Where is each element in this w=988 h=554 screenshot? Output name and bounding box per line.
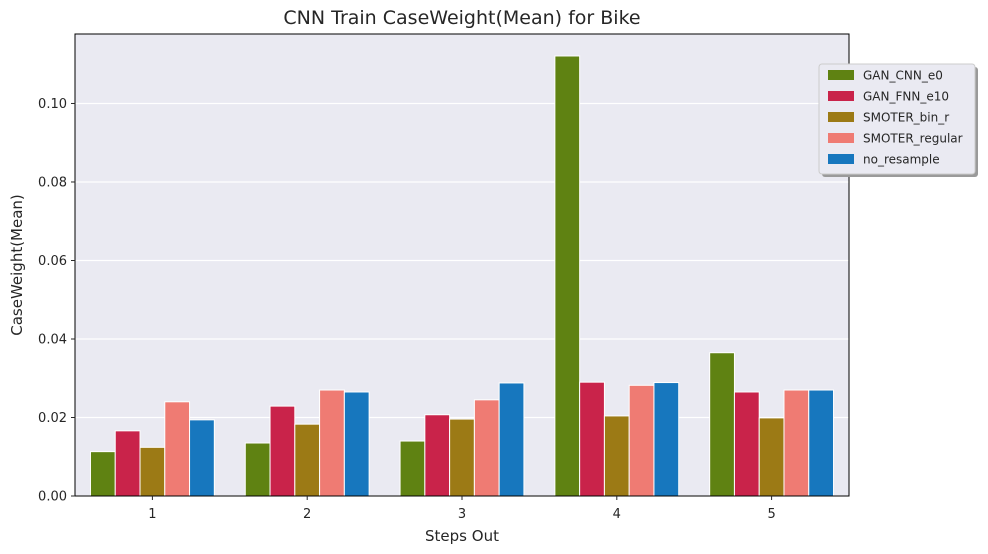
x-tick-label: 4 <box>613 507 621 522</box>
x-tick-label: 5 <box>767 507 775 522</box>
y-tick-label: 0.10 <box>38 97 67 112</box>
bar-no_resample-3 <box>498 382 525 497</box>
bar-GAN_CNN_e0-4 <box>554 55 581 497</box>
bar-GAN_FNN_e10-5 <box>733 391 760 497</box>
bar-GAN_CNN_e0-5 <box>709 352 735 497</box>
x-tick-label: 2 <box>303 507 311 522</box>
legend-label-no_resample: no_resample <box>863 153 940 167</box>
legend-swatch-SMOTER_regular <box>828 133 854 143</box>
legend-label-SMOTER_regular: SMOTER_regular <box>863 132 963 146</box>
y-tick-label: 0.06 <box>38 254 67 269</box>
legend-swatch-GAN_FNN_e10 <box>828 91 854 101</box>
y-tick-label: 0.00 <box>38 490 67 505</box>
bar-SMOTER_bin_r-4 <box>603 415 630 497</box>
bars <box>89 55 835 497</box>
bar-SMOTER_bin_r-3 <box>449 418 475 497</box>
bar-GAN_FNN_e10-3 <box>424 414 451 497</box>
bar-SMOTER_bin_r-1 <box>139 446 166 497</box>
bar-GAN_CNN_e0-2 <box>244 442 271 497</box>
y-axis-ticks: 0.00 0.02 0.04 0.06 0.08 0.10 <box>38 97 75 505</box>
bar-SMOTER_regular-5 <box>783 389 810 497</box>
y-axis-title: CaseWeight(Mean) <box>8 194 26 336</box>
y-tick-label: 0.02 <box>38 411 67 426</box>
bar-no_resample-4 <box>653 382 680 497</box>
bar-no_resample-1 <box>189 419 215 497</box>
legend-swatch-no_resample <box>828 154 854 164</box>
x-axis-ticks: 1 2 3 4 5 <box>148 496 776 522</box>
legend-label-SMOTER_bin_r: SMOTER_bin_r <box>863 111 949 125</box>
bar-GAN_FNN_e10-1 <box>114 430 141 497</box>
x-axis-title: Steps Out <box>425 527 499 545</box>
x-tick-label: 3 <box>458 507 466 522</box>
bar-GAN_CNN_e0-3 <box>399 440 426 497</box>
x-tick-label: 1 <box>148 507 156 522</box>
bar-no_resample-5 <box>808 389 835 497</box>
y-tick-label: 0.04 <box>38 332 67 347</box>
bar-GAN_FNN_e10-4 <box>579 381 605 497</box>
legend-swatch-SMOTER_bin_r <box>828 112 854 122</box>
bar-GAN_FNN_e10-2 <box>269 405 296 497</box>
legend-box <box>818 63 976 175</box>
chart-title: CNN Train CaseWeight(Mean) for Bike <box>283 7 640 29</box>
legend: GAN_CNN_e0 GAN_FNN_e10 SMOTER_bin_r SMOTER_… <box>818 63 978 177</box>
bar-SMOTER_regular-2 <box>319 389 345 497</box>
bar-no_resample-2 <box>343 391 370 497</box>
bar-SMOTER_regular-3 <box>473 399 500 497</box>
bar-GAN_CNN_e0-1 <box>89 451 116 497</box>
bar-SMOTER_bin_r-5 <box>758 417 785 497</box>
legend-label-GAN_FNN_e10: GAN_FNN_e10 <box>863 90 949 104</box>
y-tick-label: 0.08 <box>38 175 67 190</box>
bar-SMOTER_regular-4 <box>628 384 655 497</box>
legend-items: GAN_CNN_e0 GAN_FNN_e10 SMOTER_bin_r SMOTER_… <box>828 69 963 167</box>
bar-SMOTER_bin_r-2 <box>294 423 321 497</box>
legend-swatch-GAN_CNN_e0 <box>828 70 854 80</box>
bar-SMOTER_regular-1 <box>164 401 191 497</box>
legend-label-GAN_CNN_e0: GAN_CNN_e0 <box>863 69 943 83</box>
